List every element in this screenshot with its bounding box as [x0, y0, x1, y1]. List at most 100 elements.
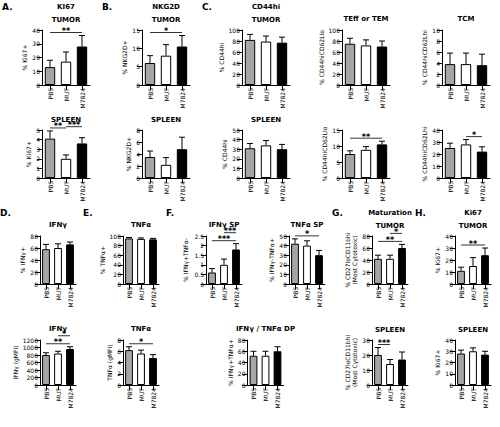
svg-text:C.: C. [202, 2, 212, 12]
svg-text:0: 0 [436, 175, 440, 182]
svg-text:0: 0 [117, 281, 121, 288]
svg-text:50: 50 [232, 127, 240, 134]
svg-text:TUMOR: TUMOR [376, 222, 405, 230]
svg-text:0: 0 [242, 382, 246, 389]
svg-text:MUT: MUT [387, 287, 394, 301]
svg-text:4: 4 [36, 136, 40, 143]
svg-text:MUT: MUT [263, 88, 270, 102]
svg-text:10: 10 [132, 45, 140, 52]
svg-text:2: 2 [117, 370, 121, 377]
svg-text:IFNγ (gMFI): IFNγ (gMFI) [12, 345, 20, 379]
svg-text:MUT: MUT [470, 388, 477, 402]
svg-text:20: 20 [362, 352, 370, 359]
svg-text:10: 10 [432, 163, 440, 170]
svg-text:M7824: M7824 [279, 88, 286, 109]
svg-text:40: 40 [232, 136, 240, 143]
svg-text:40: 40 [232, 60, 240, 67]
svg-text:60: 60 [332, 49, 340, 56]
svg-text:0: 0 [136, 82, 140, 89]
svg-text:MUT: MUT [55, 388, 62, 402]
svg-text:M7824: M7824 [482, 388, 489, 409]
svg-text:100: 100 [110, 233, 122, 240]
svg-text:60: 60 [362, 245, 370, 252]
svg-text:MUT: MUT [263, 181, 270, 195]
svg-text:**: ** [386, 236, 395, 245]
svg-text:E.: E. [83, 208, 93, 218]
svg-text:20: 20 [232, 155, 240, 162]
svg-text:% IFNγ-TNFα+: % IFNγ-TNFα+ [268, 238, 276, 282]
svg-text:80: 80 [30, 233, 38, 240]
svg-text:200: 200 [27, 374, 39, 381]
svg-text:20: 20 [113, 271, 121, 278]
svg-text:30: 30 [362, 337, 370, 344]
svg-text:20: 20 [238, 370, 246, 377]
svg-text:PBS: PBS [347, 88, 354, 100]
svg-text:M7824: M7824 [67, 388, 74, 409]
svg-text:10: 10 [445, 269, 453, 276]
svg-text:PBS: PBS [47, 181, 54, 193]
svg-text:M7824: M7824 [379, 88, 386, 109]
svg-text:PBS: PBS [47, 88, 54, 100]
svg-text:PBS: PBS [247, 88, 254, 100]
svg-text:30: 30 [32, 40, 40, 47]
svg-text:80: 80 [332, 38, 340, 45]
svg-text:**: ** [62, 27, 71, 36]
svg-text:KI67: KI67 [57, 3, 75, 11]
svg-text:6: 6 [136, 139, 140, 146]
svg-text:% CD44hi: % CD44hi [218, 42, 225, 72]
svg-text:10: 10 [279, 271, 287, 278]
svg-text:0: 0 [36, 175, 40, 182]
svg-text:M7824: M7824 [399, 287, 406, 308]
svg-text:% Ki67+: % Ki67+ [25, 141, 32, 167]
svg-text:2: 2 [36, 155, 40, 162]
svg-text:*: * [394, 228, 399, 237]
svg-text:M7824: M7824 [279, 181, 286, 202]
svg-text:0: 0 [436, 82, 440, 89]
svg-text:IFNγ / TNFα DP: IFNγ / TNFα DP [236, 325, 295, 333]
svg-text:M7824: M7824 [179, 181, 186, 202]
svg-text:A.: A. [2, 2, 13, 12]
svg-text:40: 40 [32, 27, 40, 34]
svg-text:MUT: MUT [163, 181, 170, 195]
svg-text:40: 40 [279, 242, 287, 249]
svg-text:**: ** [469, 240, 478, 249]
svg-text:30: 30 [232, 146, 240, 153]
svg-text:PBS: PBS [126, 287, 133, 299]
svg-text:30: 30 [445, 348, 453, 355]
svg-text:MUT: MUT [304, 287, 311, 301]
svg-text:2: 2 [136, 163, 140, 170]
svg-text:IFNγ: IFNγ [49, 221, 67, 229]
svg-text:10: 10 [445, 370, 453, 377]
svg-text:PBS: PBS [458, 287, 465, 299]
svg-text:TCM: TCM [458, 15, 475, 23]
svg-text:6: 6 [117, 348, 121, 355]
svg-text:M7824: M7824 [79, 181, 86, 202]
svg-text:0: 0 [336, 82, 340, 89]
svg-text:5: 5 [136, 63, 140, 70]
svg-text:40: 40 [432, 127, 440, 134]
svg-text:0: 0 [34, 382, 38, 389]
svg-text:TNFα (gMFI): TNFα (gMFI) [106, 344, 114, 381]
svg-text:PBS: PBS [347, 181, 354, 193]
svg-text:% TNFα+: % TNFα+ [99, 246, 106, 274]
svg-text:B.: B. [102, 2, 112, 12]
svg-text:1.5: 1.5 [194, 252, 204, 259]
svg-text:% CD44hiCD62Llo: % CD44hiCD62Llo [321, 126, 328, 181]
svg-text:(Most Cytotoxic): (Most Cytotoxic) [351, 338, 359, 387]
svg-text:MUT: MUT [463, 181, 470, 195]
svg-text:% CD44hiCD62Lhi: % CD44hiCD62Lhi [421, 30, 428, 85]
svg-text:0: 0 [449, 281, 453, 288]
svg-text:20: 20 [232, 71, 240, 78]
svg-text:% CD27loCD11bhi: % CD27loCD11bhi [344, 335, 351, 390]
svg-text:0.5: 0.5 [194, 271, 204, 278]
svg-text:TUMOR: TUMOR [459, 222, 488, 230]
svg-text:SPLEEN: SPLEEN [151, 116, 181, 124]
svg-text:6: 6 [436, 49, 440, 56]
svg-text:MUT: MUT [470, 287, 477, 301]
svg-text:30: 30 [279, 252, 287, 259]
svg-text:M7824: M7824 [379, 181, 386, 202]
svg-text:20: 20 [32, 54, 40, 61]
svg-text:MUT: MUT [138, 388, 145, 402]
svg-text:PBS: PBS [43, 388, 50, 400]
svg-text:G.: G. [332, 208, 343, 218]
